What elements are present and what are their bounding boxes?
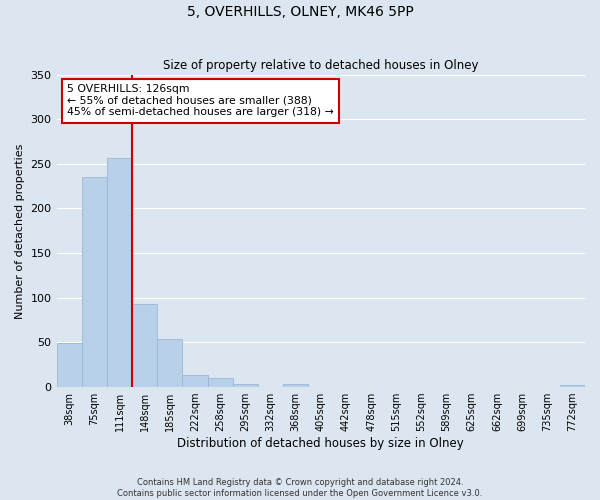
Y-axis label: Number of detached properties: Number of detached properties (15, 143, 25, 318)
Text: Contains HM Land Registry data © Crown copyright and database right 2024.
Contai: Contains HM Land Registry data © Crown c… (118, 478, 482, 498)
X-axis label: Distribution of detached houses by size in Olney: Distribution of detached houses by size … (178, 437, 464, 450)
Bar (233, 384, 258, 387)
Bar (132, 304, 157, 387)
Bar (82, 177, 107, 387)
Bar (560, 386, 585, 387)
Bar (182, 374, 208, 387)
Title: Size of property relative to detached houses in Olney: Size of property relative to detached ho… (163, 59, 479, 72)
Bar (283, 384, 308, 387)
Bar (208, 378, 233, 387)
Bar (107, 158, 132, 387)
Bar (56, 344, 82, 387)
Text: 5, OVERHILLS, OLNEY, MK46 5PP: 5, OVERHILLS, OLNEY, MK46 5PP (187, 5, 413, 19)
Bar (157, 339, 182, 387)
Text: 5 OVERHILLS: 126sqm
← 55% of detached houses are smaller (388)
45% of semi-detac: 5 OVERHILLS: 126sqm ← 55% of detached ho… (67, 84, 334, 117)
